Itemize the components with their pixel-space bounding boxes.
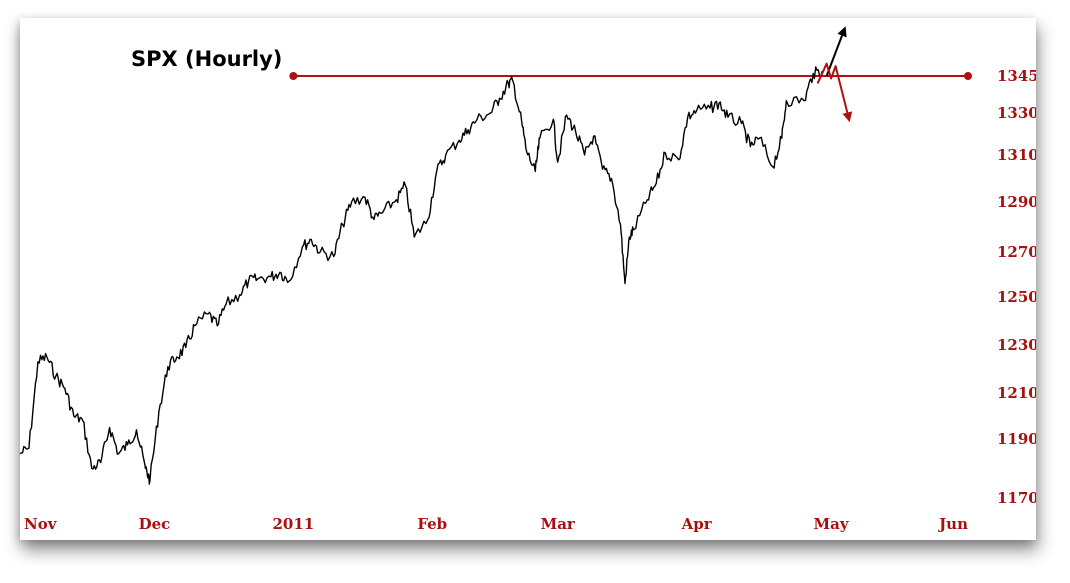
y-axis-labels: 1170 1190 1210 1230 1250 1270 1290 1310 1330 1345 [997,67,1036,507]
x-tick-label: Apr [681,515,713,533]
projection-up-arrow [825,26,847,77]
x-axis-labels: Nov Dec 2011 Feb Mar Apr May Jun [24,515,968,533]
chart-frame: SPX (Hourly) Nov Dec 2011 Feb Mar Apr May Jun 1… [20,18,1036,540]
y-tick-label: 1250 [997,288,1036,306]
x-tick-label: Feb [417,515,447,533]
series-layer [20,26,853,485]
x-tick-label: May [814,515,850,533]
x-tick-label: Dec [139,515,171,533]
y-tick-label: 1210 [997,384,1036,402]
y-tick-label: 1310 [997,146,1036,164]
x-tick-label: Jun [937,515,968,533]
y-tick-label: 1190 [997,430,1036,448]
y-tick-label: 1230 [997,336,1036,354]
x-tick-label: Nov [24,515,58,533]
y-tick-label: 1290 [997,193,1036,211]
x-tick-label: Mar [541,515,576,533]
price-series-line [20,66,823,485]
y-tick-label: 1345 [997,67,1036,85]
annotation-layer [289,72,972,80]
resistance-line-start-marker [289,72,298,80]
resistance-line-end-marker [964,72,972,80]
y-tick-label: 1170 [997,489,1036,507]
y-tick-label: 1270 [997,243,1036,261]
price-chart: SPX (Hourly) Nov Dec 2011 Feb Mar Apr May Jun 1… [20,26,1036,533]
x-tick-label: 2011 [272,515,314,533]
chart-title: SPX (Hourly) [131,47,282,71]
projection-down-arrow [816,62,853,123]
y-tick-label: 1330 [997,104,1036,122]
